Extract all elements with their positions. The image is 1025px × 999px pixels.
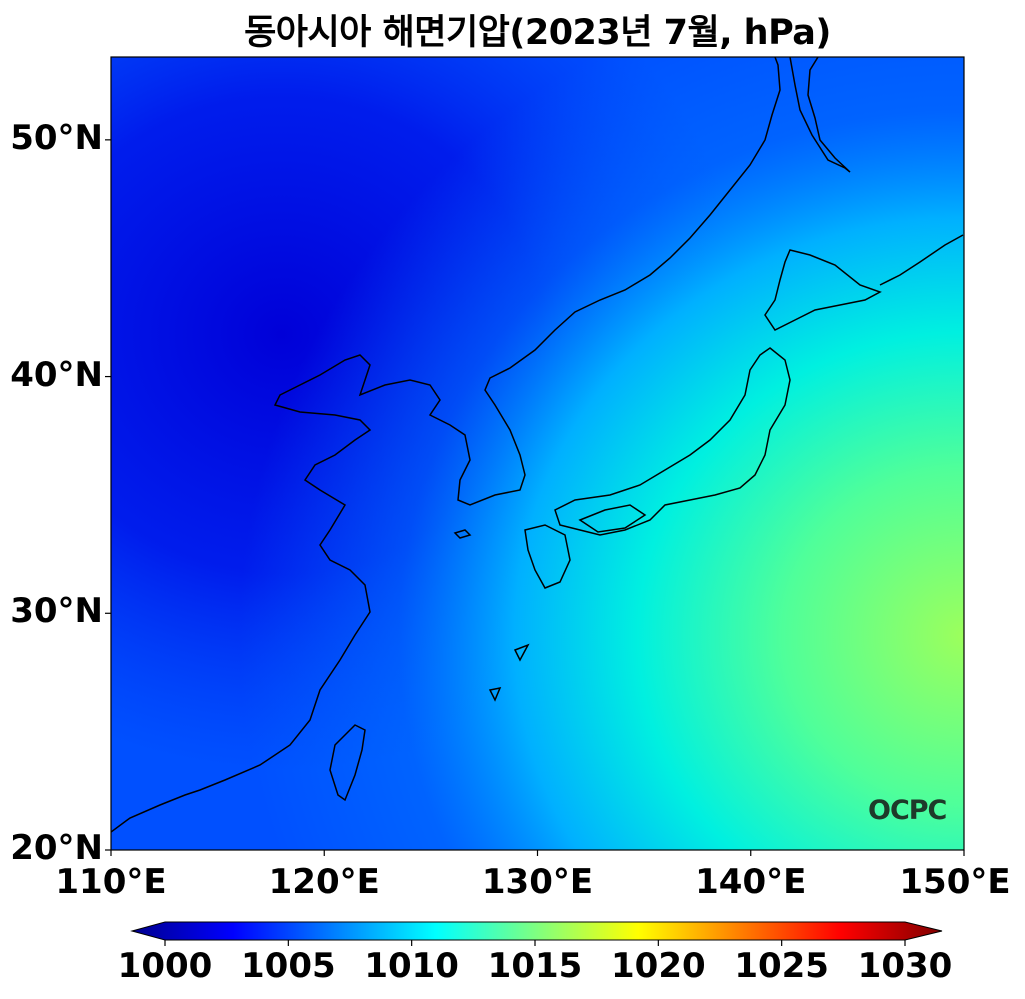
- colorbar-tick-label: 1000: [117, 946, 213, 986]
- coastline-shikoku: [578, 504, 647, 533]
- coastline-taiwan: [329, 724, 366, 802]
- axis-ticks: [105, 139, 965, 856]
- lat-tick-label: 20°N: [10, 828, 103, 868]
- coastlines: [111, 57, 964, 833]
- lon-tick-label: 150°E: [899, 862, 1011, 902]
- coastline-jeju: [453, 529, 472, 539]
- coastline-honshu: [554, 347, 791, 536]
- coastline-mainland-asia: [111, 57, 781, 833]
- coastline-hokkaido: [764, 249, 882, 331]
- pressure-field: [111, 57, 964, 850]
- coastline-okinawa: [488, 643, 530, 702]
- lon-tick-label: 130°E: [481, 862, 594, 902]
- coastline-sakhalin: [789, 57, 851, 173]
- field-high: [111, 57, 964, 850]
- coastline-kurils: [879, 234, 964, 286]
- ocpc-logo: OCPC: [868, 795, 947, 826]
- colorbar-tick-label: 1020: [611, 946, 706, 986]
- colorbar-tick-label: 1025: [734, 946, 829, 986]
- colorbar-tick-label: 1005: [241, 946, 336, 986]
- colorbar-tick-label: 1030: [857, 946, 953, 986]
- lat-tick-label: 40°N: [10, 354, 103, 395]
- lat-tick-label: 30°N: [10, 591, 103, 632]
- coastline-kyushu: [524, 524, 571, 589]
- map-title: 동아시아 해면기압(2023년 7월, hPa): [244, 13, 831, 53]
- lon-tick-label: 120°E: [268, 862, 380, 902]
- colorbar-ticks: [164, 940, 906, 946]
- lon-tick-label: 140°E: [695, 862, 807, 902]
- lon-tick-label: 110°E: [55, 862, 167, 902]
- lat-tick-label: 50°N: [10, 117, 103, 158]
- colorbar-tick-label: 1015: [487, 946, 583, 986]
- colorbar-tick-label: 1010: [364, 946, 459, 986]
- colorbar-body: [130, 921, 943, 941]
- colorbar: [130, 921, 943, 946]
